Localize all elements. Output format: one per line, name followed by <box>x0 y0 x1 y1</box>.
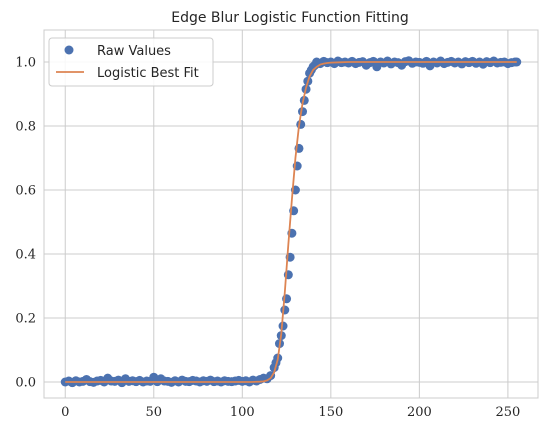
x-tick-label: 150 <box>318 405 343 420</box>
x-tick-label: 0 <box>61 405 69 420</box>
y-tick-label: 0.2 <box>15 312 36 327</box>
y-tick-label: 0.6 <box>15 184 36 199</box>
x-tick-label: 50 <box>146 405 163 420</box>
y-tick-label: 0.0 <box>15 376 36 391</box>
legend-box <box>48 37 214 87</box>
legend-label-logistic-fit: Logistic Best Fit <box>97 66 199 81</box>
legend: Raw Values Logistic Best Fit <box>48 37 214 87</box>
plot-frame <box>43 29 539 399</box>
x-tick-label: 200 <box>407 405 432 420</box>
legend-marker-raw-values <box>64 45 74 55</box>
y-tick-label: 0.8 <box>15 120 36 135</box>
raw-value-point <box>278 321 288 331</box>
y-tick-label: 0.4 <box>15 248 36 263</box>
x-axis-ticks: 0 50 100 150 200 250 <box>61 405 520 420</box>
y-tick-label: 1.0 <box>15 56 36 71</box>
raw-value-point <box>296 119 306 129</box>
x-tick-label: 100 <box>230 405 255 420</box>
chart-title: Edge Blur Logistic Function Fitting <box>171 10 409 26</box>
legend-label-raw-values: Raw Values <box>97 44 171 59</box>
raw-value-point <box>280 305 290 315</box>
logistic-fit-line <box>65 61 517 383</box>
y-axis-ticks: 0.0 0.2 0.4 0.6 0.8 1.0 <box>15 56 36 391</box>
x-tick-label: 250 <box>495 405 520 420</box>
